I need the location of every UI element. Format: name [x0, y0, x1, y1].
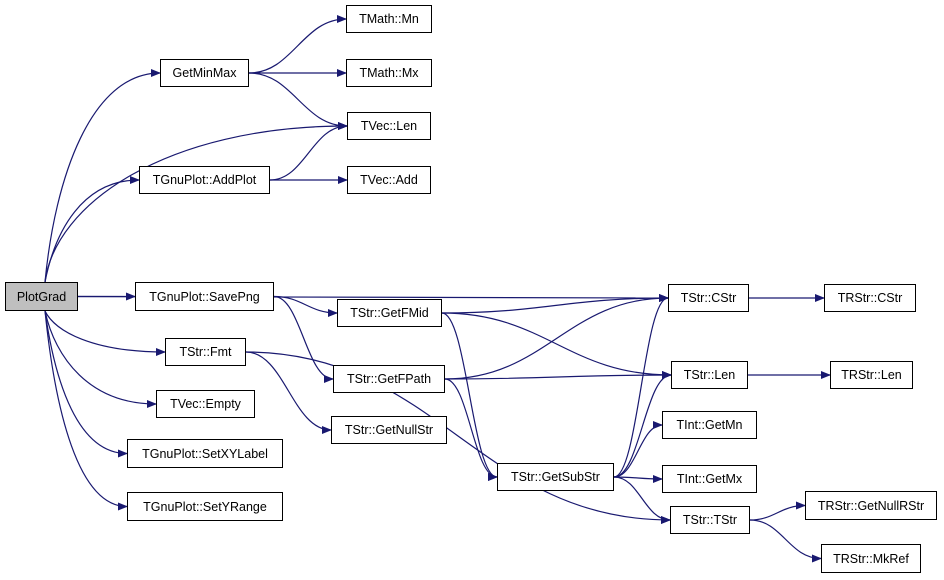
node-trstr-getnullrstr[interactable]: TRStr::GetNullRStr — [805, 491, 937, 520]
node-trstr-cstr[interactable]: TRStr::CStr — [824, 284, 916, 312]
edge-getfmid-to-tstr_cstr — [441, 294, 669, 314]
edge-getminmax-to-tvec_len — [248, 72, 348, 130]
node-getfmid[interactable]: TStr::GetFMid — [337, 299, 442, 327]
node-tmath-mn[interactable]: TMath::Mn — [346, 5, 432, 33]
node-label: TGnuPlot::SavePng — [149, 289, 260, 304]
edge-getfmid-to-tstr_len — [441, 312, 672, 379]
node-label: TRStr::GetNullRStr — [817, 498, 925, 513]
edge-savepng-to-getfpath — [273, 295, 334, 383]
edge-tstr_tstr-to-trstr_mkref — [749, 519, 822, 563]
edge-plotgrad-to-setyrange — [44, 310, 128, 511]
node-tmath-mx[interactable]: TMath::Mx — [346, 59, 432, 87]
node-label: TGnuPlot::SetXYLabel — [142, 446, 268, 461]
node-tint-getmx[interactable]: TInt::GetMx — [662, 465, 757, 493]
edge-getfpath-to-tstr_len — [444, 371, 672, 380]
node-label: TStr::CStr — [680, 291, 737, 305]
node-label: TStr::GetNullStr — [344, 423, 434, 437]
node-label: TRStr::MkRef — [833, 551, 909, 566]
node-label: TVec::Len — [360, 119, 418, 133]
node-plotgrad[interactable]: PlotGrad — [5, 282, 78, 311]
edge-plotgrad-to-tstr_fmt — [44, 310, 166, 356]
node-label: PlotGrad — [16, 289, 67, 304]
node-tvec-len[interactable]: TVec::Len — [347, 112, 431, 140]
node-label: TInt::GetMx — [676, 472, 743, 486]
edge-tstr_fmt-to-getnullstr — [245, 351, 332, 434]
edge-tstr_tstr-to-trstr_getnullrstr — [749, 501, 806, 521]
node-trstr-mkref[interactable]: TRStr::MkRef — [821, 544, 921, 573]
node-tint-getmn[interactable]: TInt::GetMn — [662, 411, 757, 439]
node-label: TStr::GetSubStr — [511, 470, 600, 484]
node-addplot[interactable]: TGnuPlot::AddPlot — [139, 166, 270, 194]
edge-savepng-to-getfmid — [273, 295, 338, 317]
edge-getsubstr-to-tstr_len — [613, 371, 672, 478]
node-label: TMath::Mx — [359, 66, 419, 80]
edge-getfmid-to-getsubstr — [441, 312, 498, 481]
node-trstr-len[interactable]: TRStr::Len — [830, 361, 913, 389]
edge-plotgrad-to-addplot — [44, 176, 140, 283]
node-tstr-fmt[interactable]: TStr::Fmt — [165, 338, 246, 366]
node-tstr-cstr[interactable]: TStr::CStr — [668, 284, 749, 312]
node-tstr-tstr[interactable]: TStr::TStr — [670, 506, 750, 534]
node-getnullstr[interactable]: TStr::GetNullStr — [331, 416, 447, 444]
node-label: TStr::GetFMid — [350, 306, 429, 320]
node-label: TGnuPlot::AddPlot — [152, 173, 257, 187]
node-setxylabel[interactable]: TGnuPlot::SetXYLabel — [127, 439, 283, 468]
node-label: TRStr::Len — [841, 368, 902, 382]
edge-getfpath-to-tstr_cstr — [444, 294, 669, 380]
edge-getsubstr-to-tint_getmn — [613, 421, 663, 478]
node-tstr-len[interactable]: TStr::Len — [671, 361, 748, 389]
node-label: TStr::Fmt — [179, 345, 232, 359]
node-getsubstr[interactable]: TStr::GetSubStr — [497, 463, 614, 491]
node-label: TInt::GetMn — [676, 418, 743, 432]
node-label: TGnuPlot::SetYRange — [143, 499, 267, 514]
edge-getsubstr-to-tstr_cstr — [613, 294, 669, 478]
node-setyrange[interactable]: TGnuPlot::SetYRange — [127, 492, 283, 521]
edge-plotgrad-to-tvec_empty — [44, 310, 157, 408]
edge-getfpath-to-getsubstr — [444, 378, 498, 481]
node-label: TMath::Mn — [359, 12, 419, 26]
node-label: TVec::Add — [360, 173, 418, 187]
node-label: TStr::GetFPath — [346, 372, 432, 386]
edge-plotgrad-to-setxylabel — [44, 310, 128, 458]
node-tvec-empty[interactable]: TVec::Empty — [156, 390, 255, 418]
edge-tstr_fmt-to-tstr_tstr — [245, 351, 671, 524]
node-label: GetMinMax — [172, 66, 237, 80]
edge-plotgrad-to-getminmax — [44, 69, 161, 283]
node-getfpath[interactable]: TStr::GetFPath — [333, 365, 445, 393]
node-label: TStr::Len — [683, 368, 736, 382]
node-label: TStr::TStr — [682, 513, 738, 527]
node-label: TRStr::CStr — [837, 291, 903, 305]
node-getminmax[interactable]: GetMinMax — [160, 59, 249, 87]
edge-getminmax-to-tmath_mn — [248, 15, 347, 74]
node-tvec-add[interactable]: TVec::Add — [347, 166, 431, 194]
edge-getsubstr-to-tstr_tstr — [613, 476, 671, 524]
edge-plotgrad-to-tvec_len — [44, 122, 348, 283]
edge-addplot-to-tvec_len — [269, 122, 348, 181]
node-label: TVec::Empty — [170, 397, 241, 411]
node-savepng[interactable]: TGnuPlot::SavePng — [135, 282, 274, 311]
